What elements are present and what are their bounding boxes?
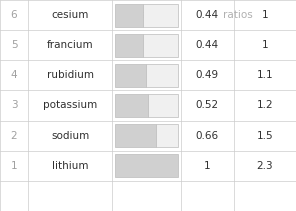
Text: visual: visual	[131, 10, 162, 20]
Bar	[115, 34, 143, 57]
Bar	[146, 64, 178, 87]
Text: 4: 4	[11, 70, 17, 80]
Text: 6: 6	[11, 10, 17, 20]
Bar	[157, 124, 178, 147]
Text: 1.5: 1.5	[257, 131, 273, 141]
Text: 0.66: 0.66	[196, 131, 219, 141]
Text: 3: 3	[11, 100, 17, 111]
Text: francium: francium	[47, 40, 94, 50]
Text: 1.1: 1.1	[257, 70, 273, 80]
Text: 1: 1	[262, 10, 268, 20]
Text: 2.3: 2.3	[257, 161, 273, 171]
Text: 1: 1	[11, 161, 17, 171]
Text: 2: 2	[11, 131, 17, 141]
Text: 1: 1	[262, 40, 268, 50]
Bar	[115, 154, 178, 177]
Bar	[115, 94, 148, 117]
Text: 0.52: 0.52	[196, 100, 219, 111]
Bar	[148, 94, 178, 117]
Text: 5: 5	[11, 40, 17, 50]
Text: 0.44: 0.44	[196, 40, 219, 50]
Text: ratios: ratios	[223, 10, 253, 20]
Text: cesium: cesium	[52, 10, 89, 20]
Bar	[143, 34, 178, 57]
Text: 0.44: 0.44	[196, 10, 219, 20]
Text: lithium: lithium	[52, 161, 89, 171]
Text: 1: 1	[204, 161, 210, 171]
Bar	[115, 64, 146, 87]
Text: 1.2: 1.2	[257, 100, 273, 111]
Bar	[143, 4, 178, 27]
Text: rubidium: rubidium	[47, 70, 94, 80]
Bar	[115, 4, 143, 27]
Bar	[115, 124, 157, 147]
Text: 0.49: 0.49	[196, 70, 219, 80]
Text: potassium: potassium	[43, 100, 97, 111]
Text: sodium: sodium	[51, 131, 89, 141]
